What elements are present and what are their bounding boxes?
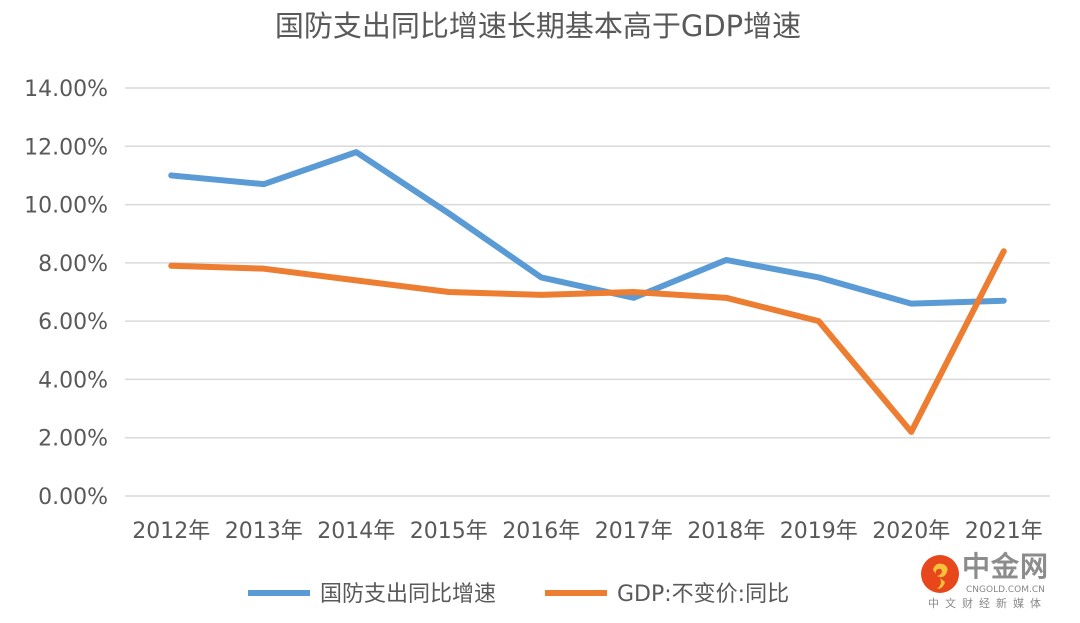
y-tick-label: 0.00% [38,485,108,510]
x-tick-label: 2016年 [502,519,580,544]
y-tick-label: 12.00% [24,135,108,160]
x-tick-label: 2013年 [225,519,303,544]
x-tick-label: 2014年 [317,519,395,544]
x-tick-label: 2020年 [872,519,950,544]
cngold-logo: 中金网 CNGOLD.COM.CN 中文财经新媒体 [920,552,1078,616]
legend-label: GDP:不变价:同比 [617,582,789,607]
chart-title: 国防支出同比增速长期基本高于GDP增速 [275,9,801,43]
y-tick-label: 8.00% [38,252,108,277]
logo-domain: CNGOLD.COM.CN [966,585,1045,595]
y-tick-label: 4.00% [38,368,108,393]
x-tick-label: 2018年 [687,519,765,544]
series-line [168,149,1007,307]
logo-icon [921,555,959,593]
y-tick-label: 2.00% [38,427,108,452]
x-tick-label: 2021年 [965,519,1043,544]
x-tick-label: 2015年 [410,519,488,544]
x-tick-label: 2017年 [595,519,673,544]
y-tick-label: 6.00% [38,310,108,335]
legend-label: 国防支出同比增速 [320,582,496,607]
x-tick-label: 2019年 [780,519,858,544]
y-tick-label: 10.00% [24,194,108,219]
series-line [168,248,1007,435]
logo-name: 中金网 [962,550,1050,583]
y-tick-label: 14.00% [24,77,108,102]
logo-tagline: 中文财经新媒体 [928,597,1047,610]
x-tick-label: 2012年 [132,519,210,544]
